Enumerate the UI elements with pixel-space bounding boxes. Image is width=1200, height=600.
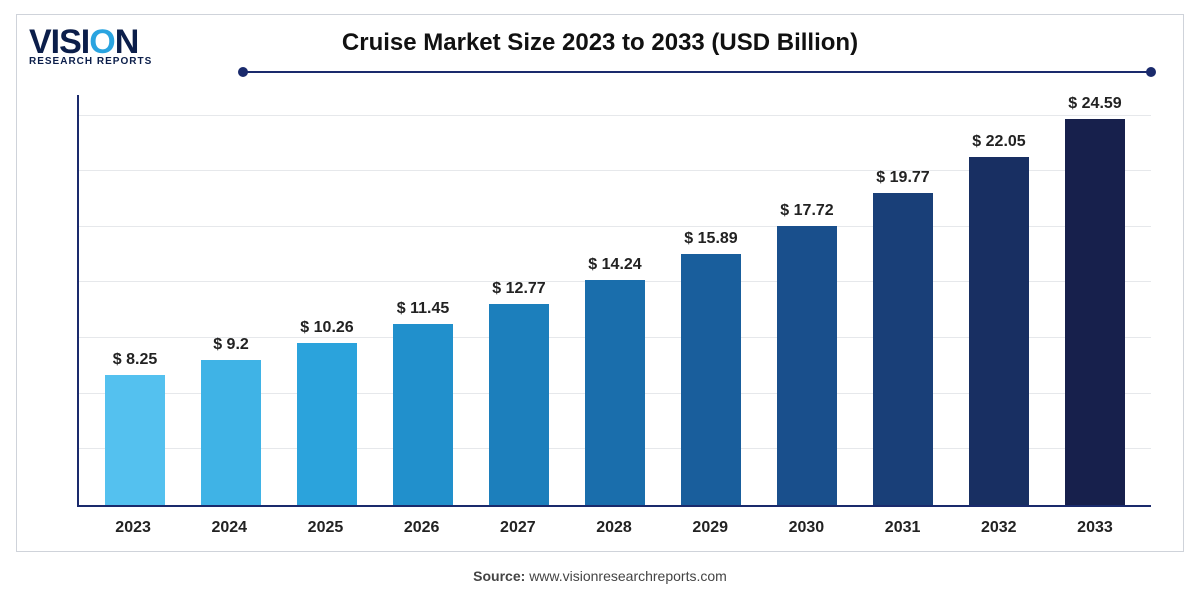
bar [393, 324, 453, 505]
x-axis-label: 2025 [277, 519, 373, 537]
bar [585, 280, 645, 505]
x-axis-label: 2027 [470, 519, 566, 537]
chart-title: Cruise Market Size 2023 to 2033 (USD Bil… [17, 29, 1183, 57]
x-axis-label: 2028 [566, 519, 662, 537]
bar-value-label: $ 9.2 [213, 336, 249, 354]
bar [489, 304, 549, 505]
bar-slot: $ 17.72 [759, 95, 855, 505]
bar-slot: $ 15.89 [663, 95, 759, 505]
bar-slot: $ 19.77 [855, 95, 951, 505]
bar-slot: $ 8.25 [87, 95, 183, 505]
x-axis-label: 2030 [758, 519, 854, 537]
bar-slot: $ 11.45 [375, 95, 471, 505]
bar-value-label: $ 12.77 [492, 280, 545, 298]
bar-slot: $ 14.24 [567, 95, 663, 505]
bar-value-label: $ 8.25 [113, 351, 157, 369]
bar [681, 254, 741, 505]
bar-value-label: $ 22.05 [972, 133, 1025, 151]
bar [969, 157, 1029, 505]
x-axis-label: 2024 [181, 519, 277, 537]
source-value: www.visionresearchreports.com [529, 568, 727, 584]
bar-slot: $ 22.05 [951, 95, 1047, 505]
bar-value-label: $ 14.24 [588, 256, 641, 274]
bars-container: $ 8.25 $ 9.2 $ 10.26 $ 11.45 $ 12.77 $ 14.24 $… [79, 95, 1151, 505]
bar-slot: $ 10.26 [279, 95, 375, 505]
bar-value-label: $ 19.77 [876, 169, 929, 187]
bar-slot: $ 9.2 [183, 95, 279, 505]
bar [105, 375, 165, 505]
plot-area: $ 8.25 $ 9.2 $ 10.26 $ 11.45 $ 12.77 $ 14.24 $… [77, 95, 1151, 507]
source-caption: Source: www.visionresearchreports.com [0, 568, 1200, 584]
x-axis-label: 2032 [951, 519, 1047, 537]
bar-slot: $ 24.59 [1047, 95, 1143, 505]
bar-value-label: $ 10.26 [300, 319, 353, 337]
bar-value-label: $ 15.89 [684, 230, 737, 248]
x-axis: 2023202420252026202720282029203020312032… [77, 519, 1151, 537]
bar-value-label: $ 17.72 [780, 202, 833, 220]
x-axis-label: 2029 [662, 519, 758, 537]
x-axis-label: 2023 [85, 519, 181, 537]
chart-frame: VISION RESEARCH REPORTS Cruise Market Si… [16, 14, 1184, 552]
x-axis-label: 2026 [374, 519, 470, 537]
x-axis-label: 2031 [855, 519, 951, 537]
bar [201, 360, 261, 505]
bar-value-label: $ 24.59 [1068, 95, 1121, 113]
bar [873, 193, 933, 505]
source-label: Source: [473, 568, 525, 584]
bar-slot: $ 12.77 [471, 95, 567, 505]
x-axis-label: 2033 [1047, 519, 1143, 537]
bar [777, 226, 837, 505]
bar [1065, 119, 1125, 505]
bar-value-label: $ 11.45 [397, 300, 450, 318]
title-divider [243, 71, 1151, 73]
bar [297, 343, 357, 505]
